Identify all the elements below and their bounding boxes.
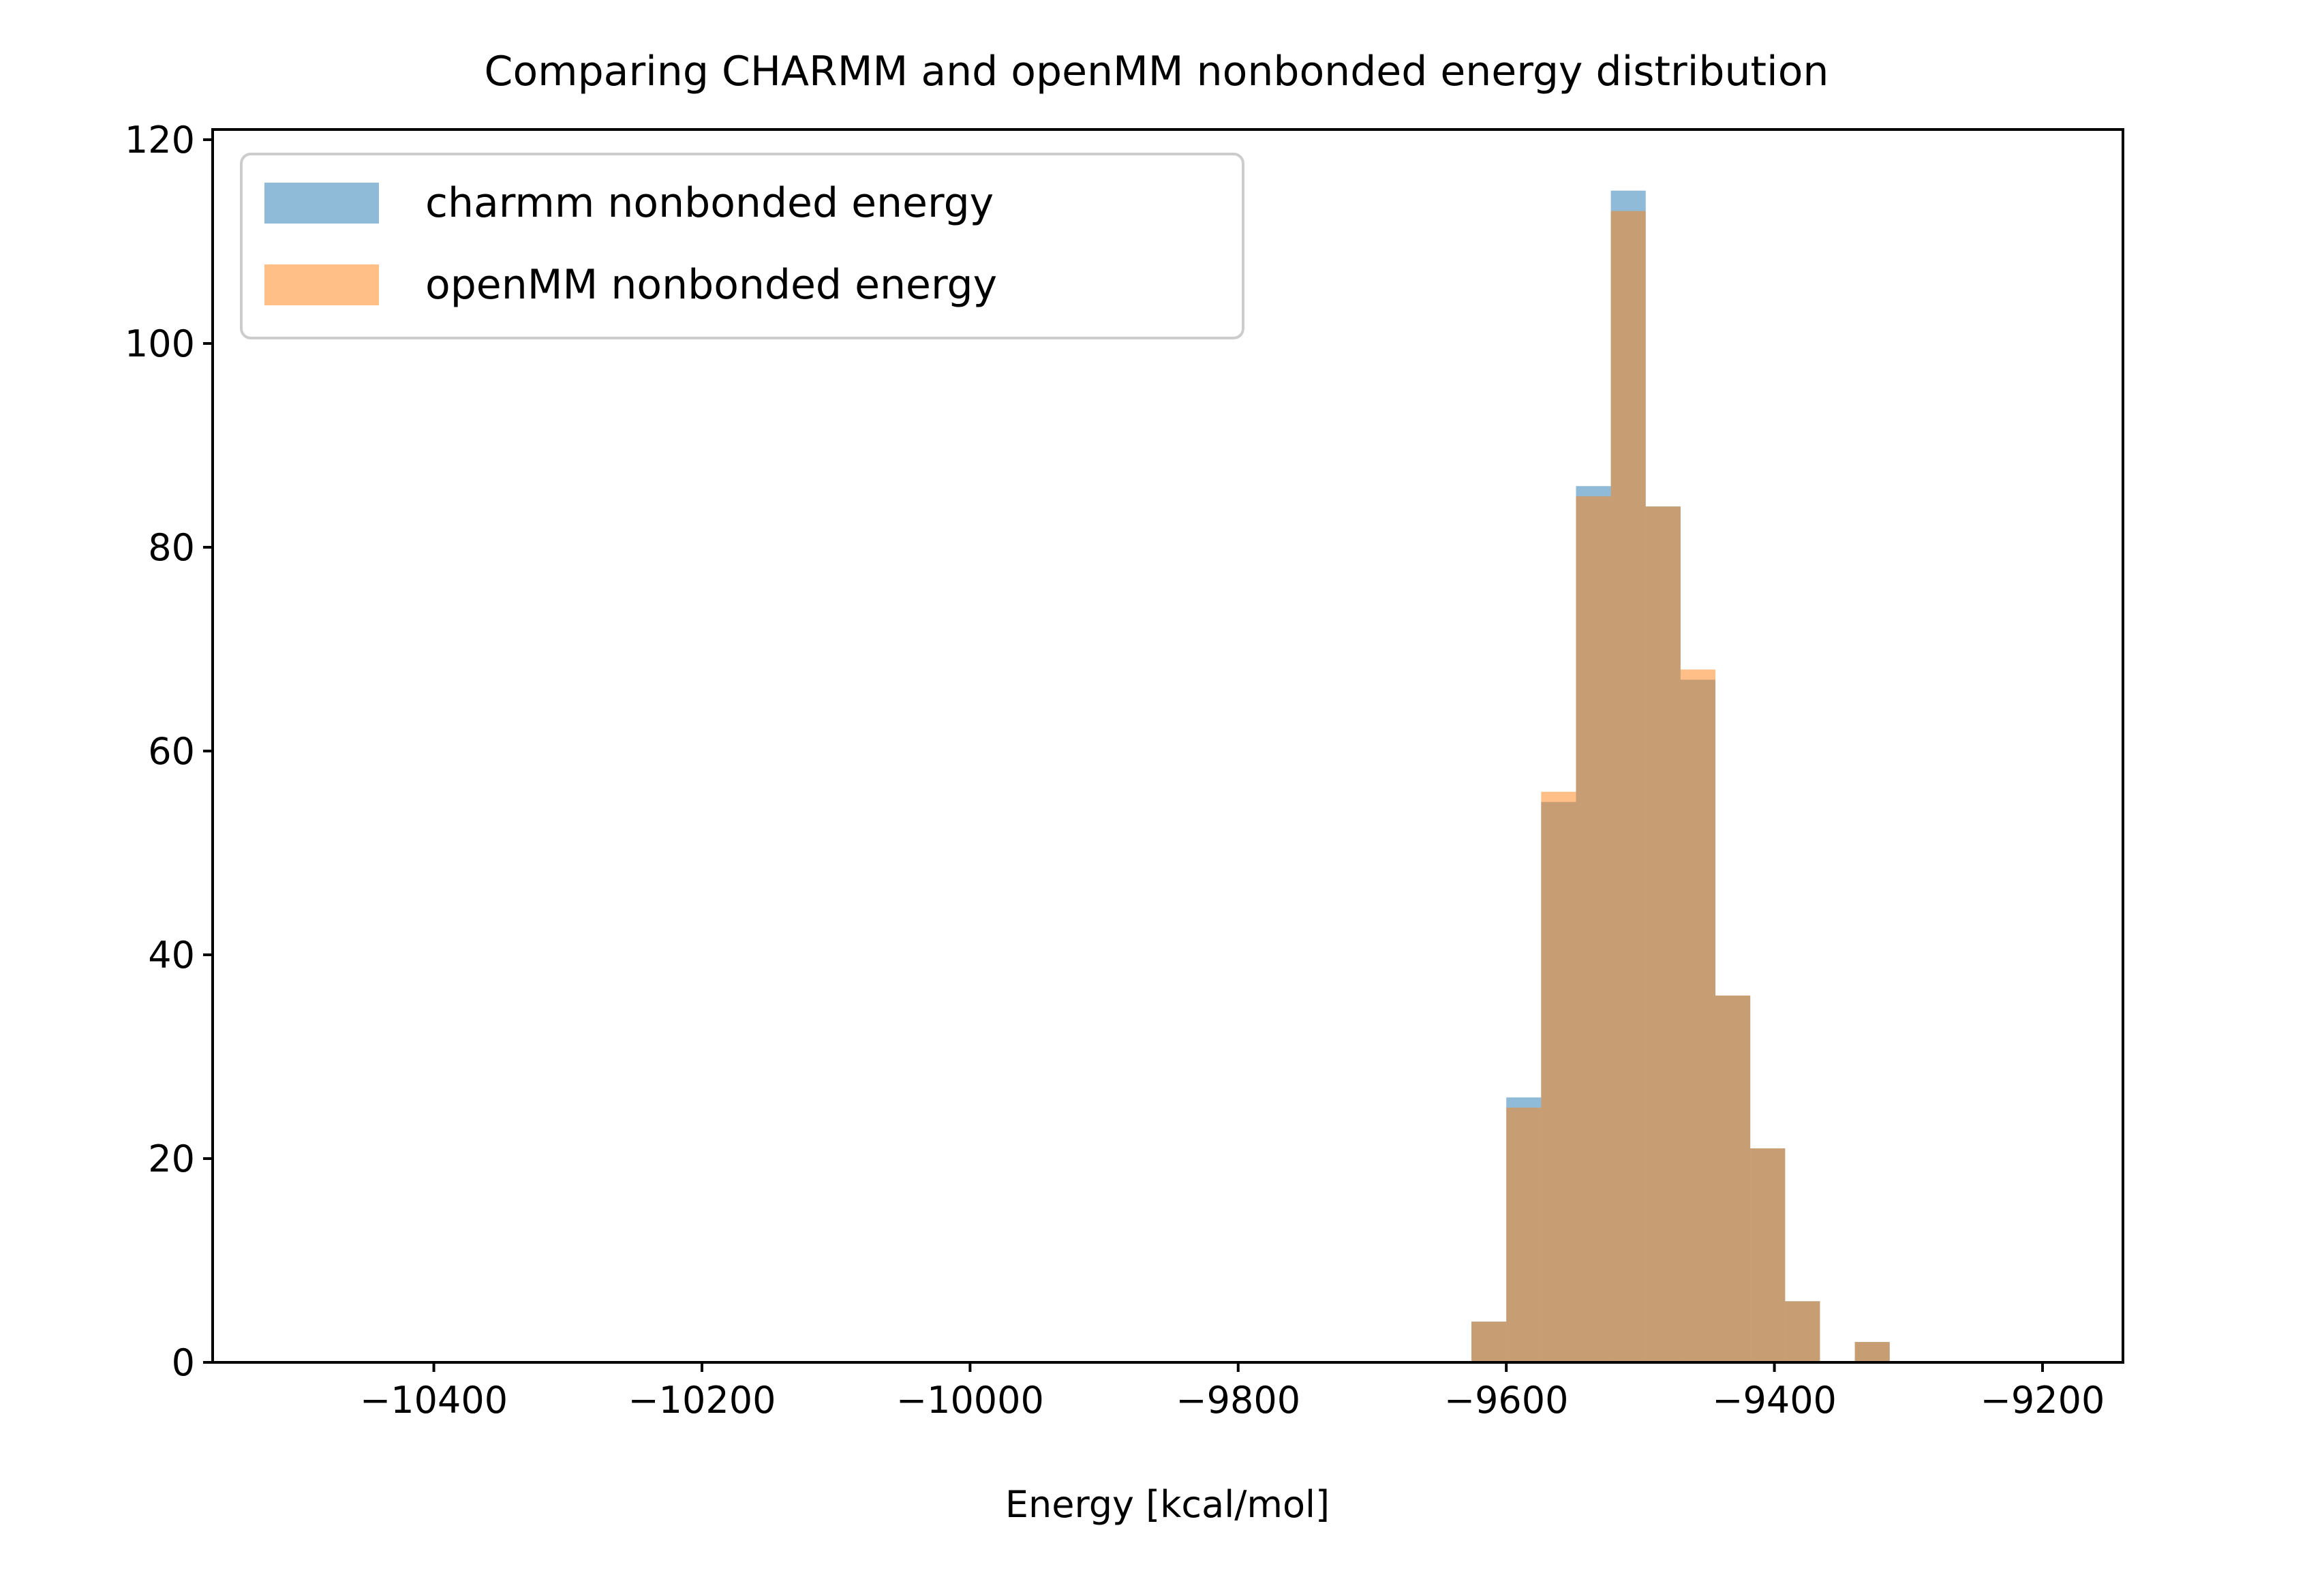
bar-series-1-bin-3	[1576, 496, 1611, 1363]
legend-frame	[240, 153, 1244, 339]
y-tick-label: 0	[172, 1341, 195, 1384]
y-axis-ticks: 0 20 40 60 80 100 120	[125, 119, 213, 1384]
chart-title: Comparing CHARMM and openMM nonbonded en…	[485, 48, 1829, 95]
bar-series-1-bin-9	[1785, 1301, 1820, 1362]
bar-series-1-bin-11	[1854, 1342, 1890, 1362]
plot-frame	[211, 128, 2124, 1364]
bar-series-1-bin-8	[1750, 1148, 1786, 1362]
bar-series-1-bin-7	[1715, 995, 1751, 1362]
x-tick-label: −9200	[1981, 1379, 2105, 1422]
x-axis-ticks: −10400 −10200 −10000 −9800 −9600 −9400 −9200	[360, 1362, 2105, 1422]
bar-series-1-bin-1	[1506, 1107, 1542, 1362]
y-tick-label: 100	[125, 322, 195, 365]
y-tick-label: 60	[148, 730, 195, 773]
bar-series-1-bin-2	[1541, 791, 1576, 1362]
x-tick-label: −9600	[1444, 1379, 1569, 1422]
x-tick-label: −9800	[1176, 1379, 1300, 1422]
legend: charmm nonbonded energy openMM nonbonded …	[240, 153, 1244, 339]
legend-label: openMM nonbonded energy	[425, 261, 997, 309]
bars-layer	[1471, 190, 1890, 1363]
y-tick-label: 80	[148, 526, 195, 569]
y-tick-label: 20	[148, 1137, 195, 1180]
x-tick-label: −9400	[1712, 1379, 1837, 1422]
legend-swatch	[264, 264, 379, 305]
x-tick-label: −10400	[360, 1379, 508, 1422]
y-tick-label: 40	[148, 934, 195, 977]
y-tick-label: 120	[125, 119, 195, 162]
legend-label: charmm nonbonded energy	[425, 179, 994, 227]
bar-series-1-bin-6	[1680, 669, 1716, 1362]
bar-series-1-bin-0	[1471, 1321, 1507, 1362]
bar-series-1-bin-5	[1645, 506, 1681, 1362]
legend-swatch	[264, 183, 379, 224]
bar-series-1-bin-4	[1610, 211, 1646, 1363]
x-tick-label: −10000	[896, 1379, 1044, 1422]
x-axis-label: Energy [kcal/mol]	[1005, 1483, 1330, 1526]
x-tick-label: −10200	[628, 1379, 776, 1422]
